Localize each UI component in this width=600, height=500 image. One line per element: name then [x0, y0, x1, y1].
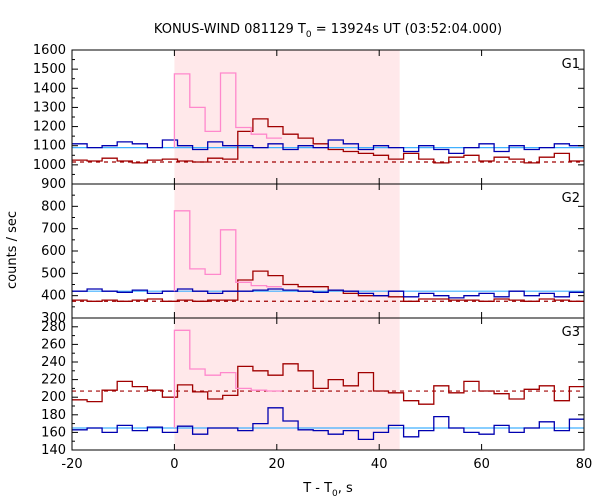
panel-g2-red-series [72, 270, 584, 302]
panel-g1-pink-series [173, 72, 282, 148]
panel-g1-y-tick-label: 1100 [33, 139, 66, 154]
panel-g1-blue-series [72, 139, 584, 155]
x-tick-label: -20 [61, 457, 82, 472]
x-tick-label: 0 [170, 457, 178, 472]
panel-g2-y-tick-label: 800 [41, 199, 66, 214]
y-axis-label: counts / sec [5, 211, 20, 289]
panel-g2-y-tick-label: 600 [41, 244, 66, 259]
panel-g2-y-tick-label: 300 [41, 311, 66, 326]
plot-layer: 9001000110012001300140015001600G13004005… [33, 43, 592, 472]
panel-g3-label: G3 [562, 325, 580, 340]
panel-g1-y-tick-label: 1000 [33, 158, 66, 173]
panel-g2-blue-series [72, 288, 584, 299]
x-axis-label: T - T0, s [302, 481, 353, 499]
panel-g1-y-tick-label: 1200 [33, 120, 66, 135]
panel-g3-y-tick-label: 140 [41, 443, 66, 458]
panel-g3-frame [71, 317, 585, 451]
panel-g3-y-tick-label: 160 [41, 425, 66, 440]
panel-g1-label: G1 [562, 57, 580, 72]
panel-g1-y-tick-label: 1300 [33, 100, 66, 115]
panel-g3-pink-series [173, 329, 282, 428]
x-tick-label: 20 [269, 457, 286, 472]
panel-g1-y-tick-label: 1600 [33, 43, 66, 58]
panel-g3-red-series [72, 363, 584, 405]
panel-g2-pink-series [173, 210, 282, 292]
panel-g2-y-tick-label: 400 [41, 289, 66, 304]
panel-g1-y-tick-label: 1500 [33, 62, 66, 77]
panel-g2-y-tick-label: 700 [41, 222, 66, 237]
panel-g3-y-tick-label: 240 [41, 355, 66, 370]
panel-g2-y-tick-label: 500 [41, 266, 66, 281]
shaded-interval [174, 50, 400, 450]
panel-g3-y-tick-label: 220 [41, 373, 66, 388]
chart-title: KONUS-WIND 081129 T0 = 13924s UT (03:52:… [154, 22, 502, 40]
panel-g1-y-tick-label: 1400 [33, 81, 66, 96]
x-tick-label: 60 [473, 457, 490, 472]
x-tick-label: 80 [576, 457, 593, 472]
panel-g2-label: G2 [562, 191, 580, 206]
x-tick-label: 40 [371, 457, 388, 472]
panel-g3-y-tick-label: 280 [41, 320, 66, 335]
panel-g3-blue-series [72, 407, 584, 441]
panel-g3-y-tick-label: 200 [41, 390, 66, 405]
panel-g3-y-tick-label: 260 [41, 337, 66, 352]
panel-g3-y-tick-label: 180 [41, 408, 66, 423]
panel-g1-y-tick-label: 900 [41, 177, 66, 192]
